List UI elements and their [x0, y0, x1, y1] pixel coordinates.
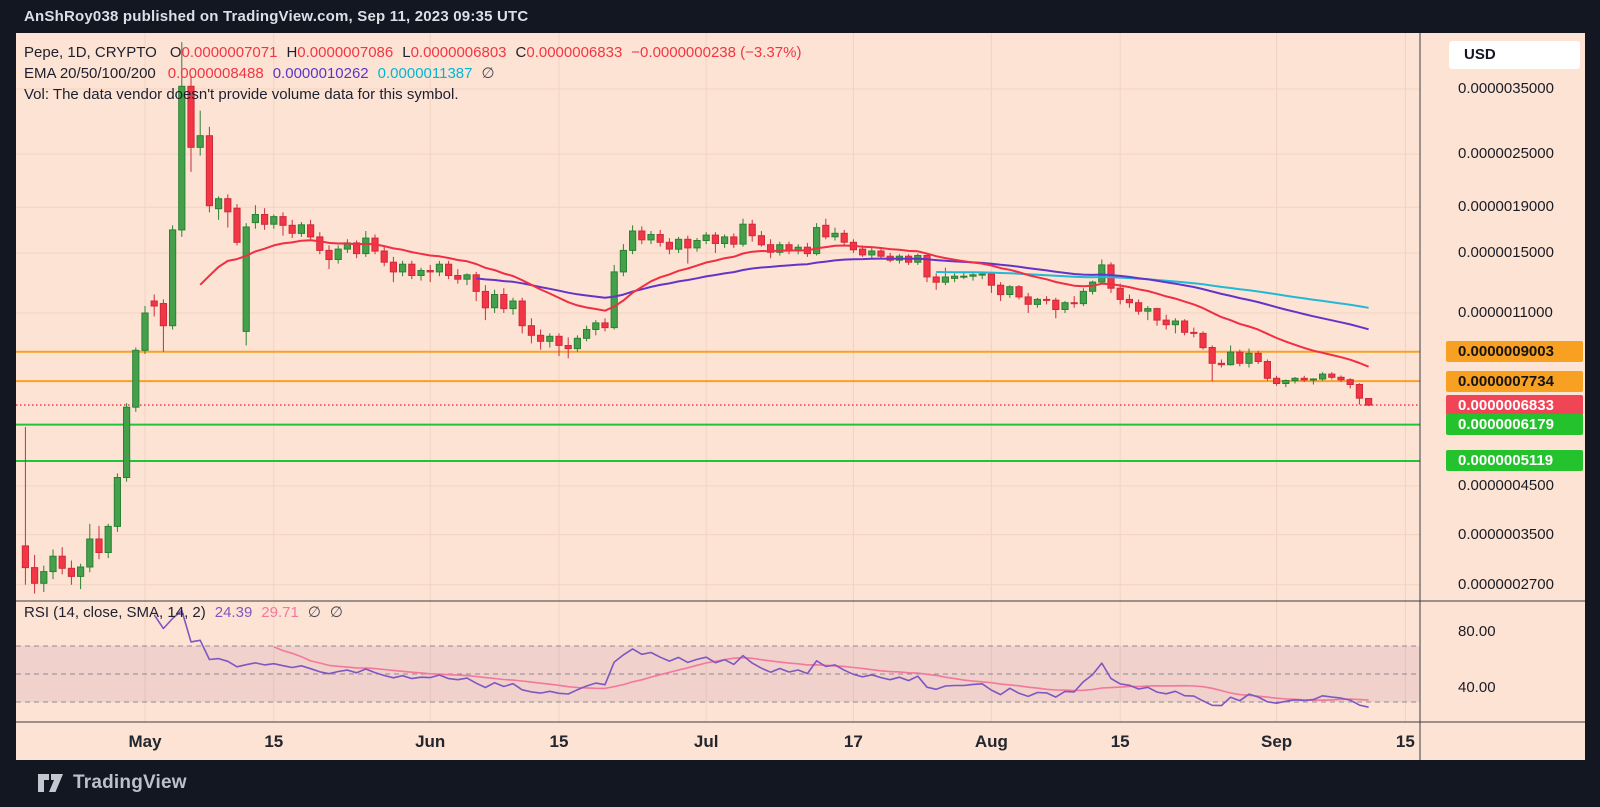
symbol-legend: Pepe, 1D, CRYPTO O0.0000007071 H0.00000070…	[24, 42, 810, 105]
time-scale[interactable]: May 15 Jun 15 Jul 17 Aug 15 Sep 15	[16, 722, 1420, 760]
price-axis-label: 0.0000011000	[1458, 303, 1553, 321]
time-axis-label: Jul	[693, 732, 719, 751]
price-level-badge: 0.0000007734	[1446, 370, 1583, 392]
volume-row: Vol: The data vendor doesn't provide vol…	[24, 84, 810, 105]
time-axis-label: 17	[843, 732, 863, 751]
price-level-badge: 0.0000009003	[1446, 341, 1583, 363]
ohlc-row: Pepe, 1D, CRYPTO O0.0000007071 H0.00000070…	[24, 42, 810, 63]
price-axis-label: 0.0000003500	[1458, 525, 1554, 543]
rsi-empty-icon-2: ∅	[329, 604, 343, 621]
rsi-value: 24.39	[214, 604, 253, 621]
time-axis-label: 15	[1110, 732, 1130, 751]
price-axis-label: 0.0000035000	[1458, 80, 1554, 97]
rsi-sma-value: 29.71	[261, 604, 299, 621]
ema20-value: 0.0000008488	[167, 65, 264, 82]
ema-row: EMA 20/50/100/200 0.0000008488 0.000001026…	[24, 63, 810, 84]
time-axis-label: Sep	[1261, 732, 1293, 751]
open-value: O0.0000007071	[169, 44, 278, 61]
rsi-empty-icon-1: ∅	[307, 604, 321, 621]
time-axis-label: 15	[264, 732, 284, 751]
publish-info-bar: AnShRoy038 published on TradingView.com,…	[0, 0, 1600, 33]
rsi-legend: RSI (14, close, SMA, 14, 2) 24.39 29.71 ∅ ∅	[24, 603, 352, 621]
ema-label: EMA 20/50/100/200	[24, 65, 156, 82]
symbol-title: Pepe, 1D, CRYPTO	[24, 44, 157, 61]
time-axis-label: 15	[549, 732, 569, 751]
price-level-badge: 0.0000006179	[1446, 414, 1583, 436]
high-value: H0.0000007086	[286, 44, 394, 61]
rsi-axis-label: 80.00	[1458, 623, 1496, 640]
low-value: L0.0000006803	[402, 44, 507, 61]
rsi-axis-label: 40.00	[1458, 679, 1496, 696]
currency-toggle-button[interactable]: USD	[1449, 41, 1580, 69]
tradingview-brand-text: TradingView	[73, 772, 187, 793]
time-axis-label: 15	[1395, 732, 1415, 751]
ema50-value: 0.0000010262	[272, 65, 369, 82]
footer-bar: TradingView	[0, 760, 1600, 807]
price-level-badge: 0.0000005119	[1446, 450, 1583, 472]
price-axis-label: 0.0000015000	[1458, 243, 1554, 261]
ema200-empty-icon: ∅	[481, 65, 495, 82]
price-axis-label: 0.0000004500	[1458, 476, 1554, 494]
publish-info-text: AnShRoy038 published on TradingView.com,…	[24, 8, 529, 25]
change-value: −0.0000000238 (−3.37%)	[631, 44, 802, 61]
tradingview-logo-icon	[38, 774, 63, 792]
volume-note: Vol: The data vendor doesn't provide vol…	[24, 86, 459, 103]
time-axis-label: Aug	[974, 732, 1008, 751]
ema100-value: 0.0000011387	[377, 65, 473, 82]
price-level-badge: 0.0000006833	[1446, 394, 1583, 416]
price-axis-label: 0.0000019000	[1458, 198, 1554, 216]
rsi-label: RSI (14, close, SMA, 14, 2)	[24, 604, 206, 621]
price-scale[interactable]: USD 0.0000035000 0.0000025000 0.0000019000…	[1420, 33, 1585, 760]
time-axis-label: Jun	[415, 732, 446, 751]
price-axis-label: 0.0000002700	[1458, 575, 1554, 593]
close-value: C0.0000006833	[515, 44, 623, 61]
tradingview-logo-link[interactable]: TradingView	[37, 772, 187, 794]
time-axis-label: May	[128, 732, 162, 751]
price-axis-label: 0.0000025000	[1458, 145, 1554, 163]
